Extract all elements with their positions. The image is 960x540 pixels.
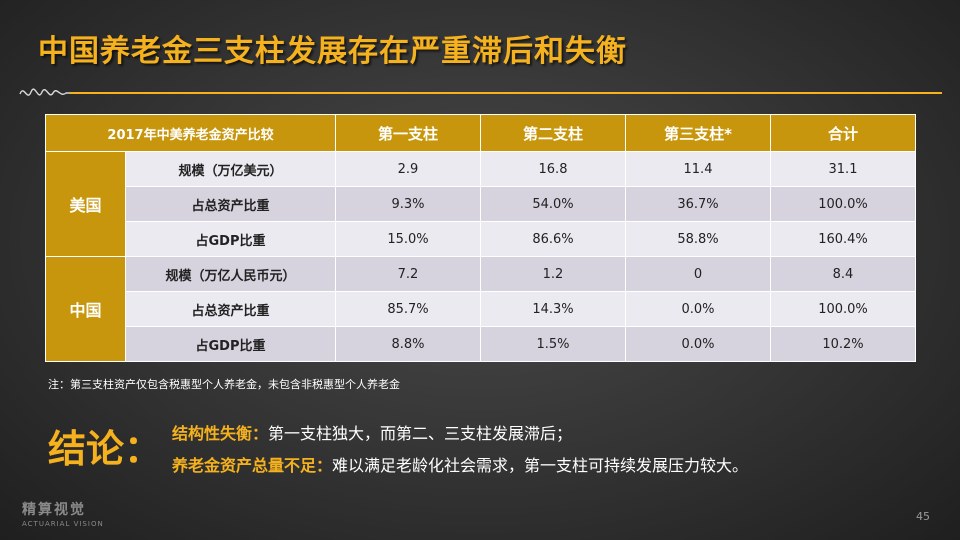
table-row: 占GDP比重 15.0% 86.6% 58.8% 160.4%: [46, 221, 916, 257]
header-pillar-3: 第三支柱*: [625, 114, 771, 152]
table-cell: 54.0%: [480, 186, 626, 222]
conclusion-point-2: 养老金资产总量不足：难以满足老龄化社会需求，第一支柱可持续发展压力较大。: [172, 452, 748, 476]
table-cell: 36.7%: [625, 186, 771, 222]
table-cell: 85.7%: [335, 291, 481, 327]
table-cell: 100.0%: [770, 186, 916, 222]
row-label: 占GDP比重: [125, 326, 336, 362]
header-pillar-2: 第二支柱: [480, 114, 626, 152]
conclusion-point-1-highlight: 结构性失衡：: [172, 424, 269, 443]
table-footnote: 注：第三支柱资产仅包含税惠型个人养老金，未包含非税惠型个人养老金: [48, 378, 400, 391]
row-label: 规模（万亿美元）: [125, 151, 336, 187]
squiggle-decoration: [19, 88, 74, 96]
table-cell: 16.8: [480, 151, 626, 187]
conclusion-point-2-text: 难以满足老龄化社会需求，第一支柱可持续发展压力较大。: [332, 456, 749, 475]
table-cell: 1.2: [480, 256, 626, 292]
table-cell: 86.6%: [480, 221, 626, 257]
table-cell: 0.0%: [625, 291, 771, 327]
group-label-usa: 美国: [45, 151, 126, 257]
group-label-china: 中国: [45, 256, 126, 362]
table-row: 中国 规模（万亿人民币元） 7.2 1.2 0 8.4: [45, 256, 916, 362]
brand-logo: 精算视觉 ACTUARIAL VISION: [22, 499, 104, 528]
table-row: 美国 规模（万亿美元） 2.9 16.8 11.4 31.1: [45, 151, 916, 257]
table-row: 占总资产比重 85.7% 14.3% 0.0% 100.0%: [46, 291, 916, 327]
conclusion-point-1: 结构性失衡：第一支柱独大，而第二、三支柱发展滞后；: [172, 420, 572, 444]
conclusion-label: 结论：: [48, 427, 163, 471]
row-label: 占GDP比重: [125, 221, 336, 257]
table-cell: 14.3%: [480, 291, 626, 327]
conclusion-point-1-text: 第一支柱独大，而第二、三支柱发展滞后；: [268, 424, 573, 443]
table-cell: 58.8%: [625, 221, 771, 257]
row-label: 规模（万亿人民币元）: [125, 256, 336, 292]
table-cell: 9.3%: [335, 186, 481, 222]
table-cell: 0.0%: [625, 326, 771, 362]
page-number: 45: [916, 510, 930, 523]
row-label: 占总资产比重: [125, 291, 336, 327]
table-cell: 7.2: [335, 256, 481, 292]
brand-logo-subtitle: ACTUARIAL VISION: [22, 520, 104, 528]
title-underline: [70, 92, 942, 94]
brand-logo-name: 精算视觉: [22, 502, 86, 518]
table-cell: 0: [625, 256, 771, 292]
header-total: 合计: [770, 114, 916, 152]
table-cell: 31.1: [770, 151, 916, 187]
header-pillar-1: 第一支柱: [335, 114, 481, 152]
conclusion-point-2-highlight: 养老金资产总量不足：: [172, 456, 333, 475]
table-cell: 11.4: [625, 151, 771, 187]
table-cell: 160.4%: [770, 221, 916, 257]
comparison-table: 2017年中美养老金资产比较 第一支柱 第二支柱 第三支柱* 合计 美国 规模（…: [45, 114, 916, 362]
table-cell: 10.2%: [770, 326, 916, 362]
slide-title: 中国养老金三支柱发展存在严重滞后和失衡: [38, 34, 627, 69]
table-cell: 8.8%: [335, 326, 481, 362]
table-row: 占总资产比重 9.3% 54.0% 36.7% 100.0%: [46, 186, 916, 222]
header-corner: 2017年中美养老金资产比较: [45, 114, 336, 152]
table-header-row: 2017年中美养老金资产比较 第一支柱 第二支柱 第三支柱* 合计: [45, 114, 916, 152]
row-label: 占总资产比重: [125, 186, 336, 222]
table-cell: 100.0%: [770, 291, 916, 327]
table-cell: 2.9: [335, 151, 481, 187]
table-cell: 1.5%: [480, 326, 626, 362]
table-row: 占GDP比重 8.8% 1.5% 0.0% 10.2%: [46, 326, 916, 362]
table-cell: 8.4: [770, 256, 916, 292]
table-cell: 15.0%: [335, 221, 481, 257]
